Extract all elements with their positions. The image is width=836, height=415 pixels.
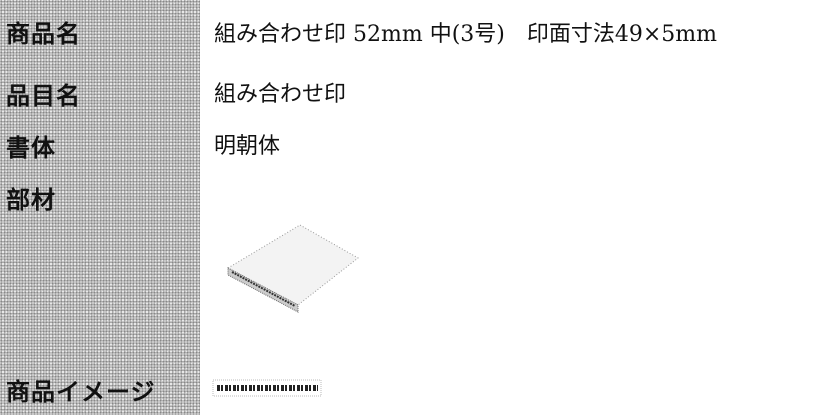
row-label: 品目名 — [6, 81, 81, 110]
row-value: 組み合わせ印 — [214, 82, 347, 107]
stamp-imprint-image — [212, 379, 322, 397]
row-label: 商品名 — [6, 19, 81, 48]
label-column — [0, 0, 200, 415]
row-value: 組み合わせ印 52mm 中(3号) 印面寸法49×5mm — [214, 22, 718, 47]
row-label: 部材 — [6, 185, 56, 214]
row-label: 商品イメージ — [6, 377, 156, 406]
row-value: 明朝体 — [214, 134, 281, 159]
row-label: 書体 — [6, 133, 56, 162]
stamp-part-image — [226, 224, 359, 313]
